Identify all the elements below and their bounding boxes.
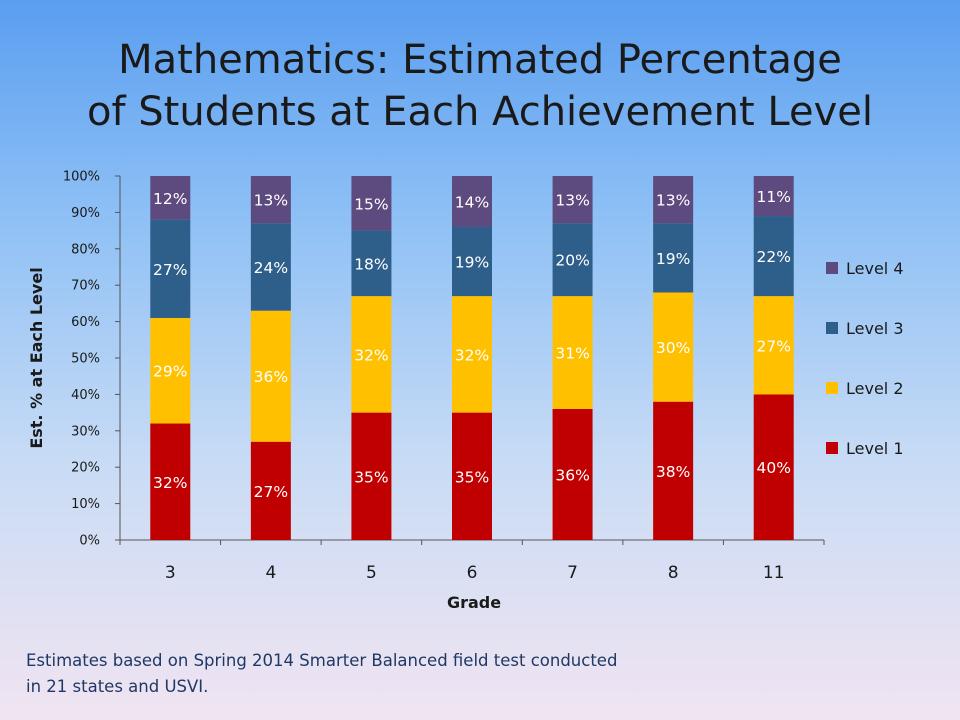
data-label: 35% — [354, 468, 388, 486]
bar-segment — [753, 296, 794, 395]
data-label: 32% — [455, 346, 489, 364]
x-tick-label: 3 — [165, 563, 176, 583]
x-tick-label: 11 — [763, 563, 785, 583]
legend-swatch — [826, 262, 838, 274]
bar-segment — [452, 412, 492, 540]
bar-segment — [653, 401, 694, 540]
y-tick-label: 60% — [71, 315, 100, 330]
data-label: 27% — [153, 261, 187, 279]
legend-swatch — [826, 442, 838, 454]
data-label: 13% — [254, 192, 288, 210]
x-tick-label: 5 — [366, 563, 377, 583]
x-tick-label: 8 — [668, 563, 679, 583]
bar-segment — [552, 176, 593, 224]
bar-segment — [753, 394, 794, 540]
legend-label: Level 4 — [846, 259, 904, 278]
bar-segment — [351, 230, 392, 297]
x-axis-title: Grade — [447, 593, 501, 612]
bar-segment — [250, 176, 291, 224]
data-label: 12% — [153, 190, 187, 208]
x-tick-label: 6 — [467, 563, 478, 583]
data-label: 14% — [455, 193, 489, 211]
data-label: 38% — [656, 463, 690, 481]
plot-area: 0% 10% 20% 30% 40% 50% 60% 70% 80% 90% 100% 32% 29% 2… — [63, 170, 825, 583]
bar-segment — [351, 412, 392, 540]
y-tick-label: 10% — [71, 497, 100, 512]
data-label: 18% — [354, 255, 388, 273]
bar-segment — [250, 223, 291, 311]
bar-segment — [452, 296, 492, 413]
bar-segment — [753, 176, 794, 217]
chart-title: Mathematics: Estimated Percentage of Stu… — [0, 34, 960, 138]
y-axis-title: Est. % at Each Level — [27, 267, 46, 448]
bar-segment — [250, 441, 291, 540]
bar-segment — [150, 176, 191, 220]
legend-label: Level 2 — [846, 379, 904, 398]
footnote-line-2: in 21 states and USVI. — [26, 677, 209, 696]
data-label: 20% — [555, 252, 589, 270]
data-label: 19% — [656, 250, 690, 268]
y-tick-label: 40% — [71, 388, 100, 403]
y-tick-label: 100% — [63, 170, 100, 185]
data-label: 36% — [254, 368, 288, 386]
data-label: 15% — [354, 195, 388, 213]
bar-segment — [552, 296, 593, 409]
data-label: 36% — [555, 466, 589, 484]
bar-segment — [552, 223, 593, 297]
footnote: Estimates based on Spring 2014 Smarter B… — [26, 648, 746, 700]
bar-segment — [653, 223, 694, 293]
bar-segment — [351, 296, 392, 413]
title-line-1: Mathematics: Estimated Percentage — [118, 37, 842, 83]
bar-segment — [351, 176, 392, 231]
title-line-2: of Students at Each Achievement Level — [87, 89, 873, 135]
data-label: 11% — [756, 188, 790, 206]
bar-segment — [552, 408, 593, 540]
data-label: 30% — [656, 339, 690, 357]
y-tick-label: 50% — [71, 352, 100, 367]
data-label: 40% — [756, 459, 790, 477]
bar-segment — [753, 216, 794, 297]
bar-segment — [250, 310, 291, 442]
y-tick-label: 70% — [71, 279, 100, 294]
y-tick-label: 90% — [71, 206, 100, 221]
bar-segment — [452, 176, 492, 227]
legend-swatch — [826, 322, 838, 334]
bar-segment — [150, 219, 191, 318]
data-label: 19% — [455, 254, 489, 272]
data-label: 32% — [354, 346, 388, 364]
legend-label: Level 1 — [846, 439, 904, 458]
data-label: 31% — [555, 345, 589, 363]
y-tick-label: 80% — [71, 242, 100, 257]
bar-segment — [653, 176, 694, 224]
bar-segment — [452, 226, 492, 297]
x-tick-label: 4 — [265, 563, 276, 583]
y-tick-label: 0% — [79, 534, 100, 549]
data-label: 13% — [555, 192, 589, 210]
bar-segment — [150, 423, 191, 540]
data-label: 22% — [756, 248, 790, 266]
footnote-line-1: Estimates based on Spring 2014 Smarter B… — [26, 651, 618, 670]
data-label: 29% — [153, 363, 187, 381]
x-tick-label: 7 — [567, 563, 578, 583]
bar-segment — [150, 317, 191, 424]
data-label: 35% — [455, 468, 489, 486]
y-tick-label: 20% — [71, 461, 100, 476]
data-label: 13% — [656, 192, 690, 210]
data-label: 27% — [756, 337, 790, 355]
data-label: 32% — [153, 474, 187, 492]
legend-label: Level 3 — [846, 319, 904, 338]
stacked-bar-chart: 0% 10% 20% 30% 40% 50% 60% 70% 80% 90% 100% 32% 29% 2… — [27, 170, 904, 613]
bar-segment — [653, 292, 694, 402]
y-tick-label: 30% — [71, 424, 100, 439]
data-label: 27% — [254, 483, 288, 501]
legend: Level 4 Level 3 Level 2 Level 1 — [826, 259, 904, 458]
data-label: 24% — [254, 259, 288, 277]
legend-swatch — [826, 382, 838, 394]
